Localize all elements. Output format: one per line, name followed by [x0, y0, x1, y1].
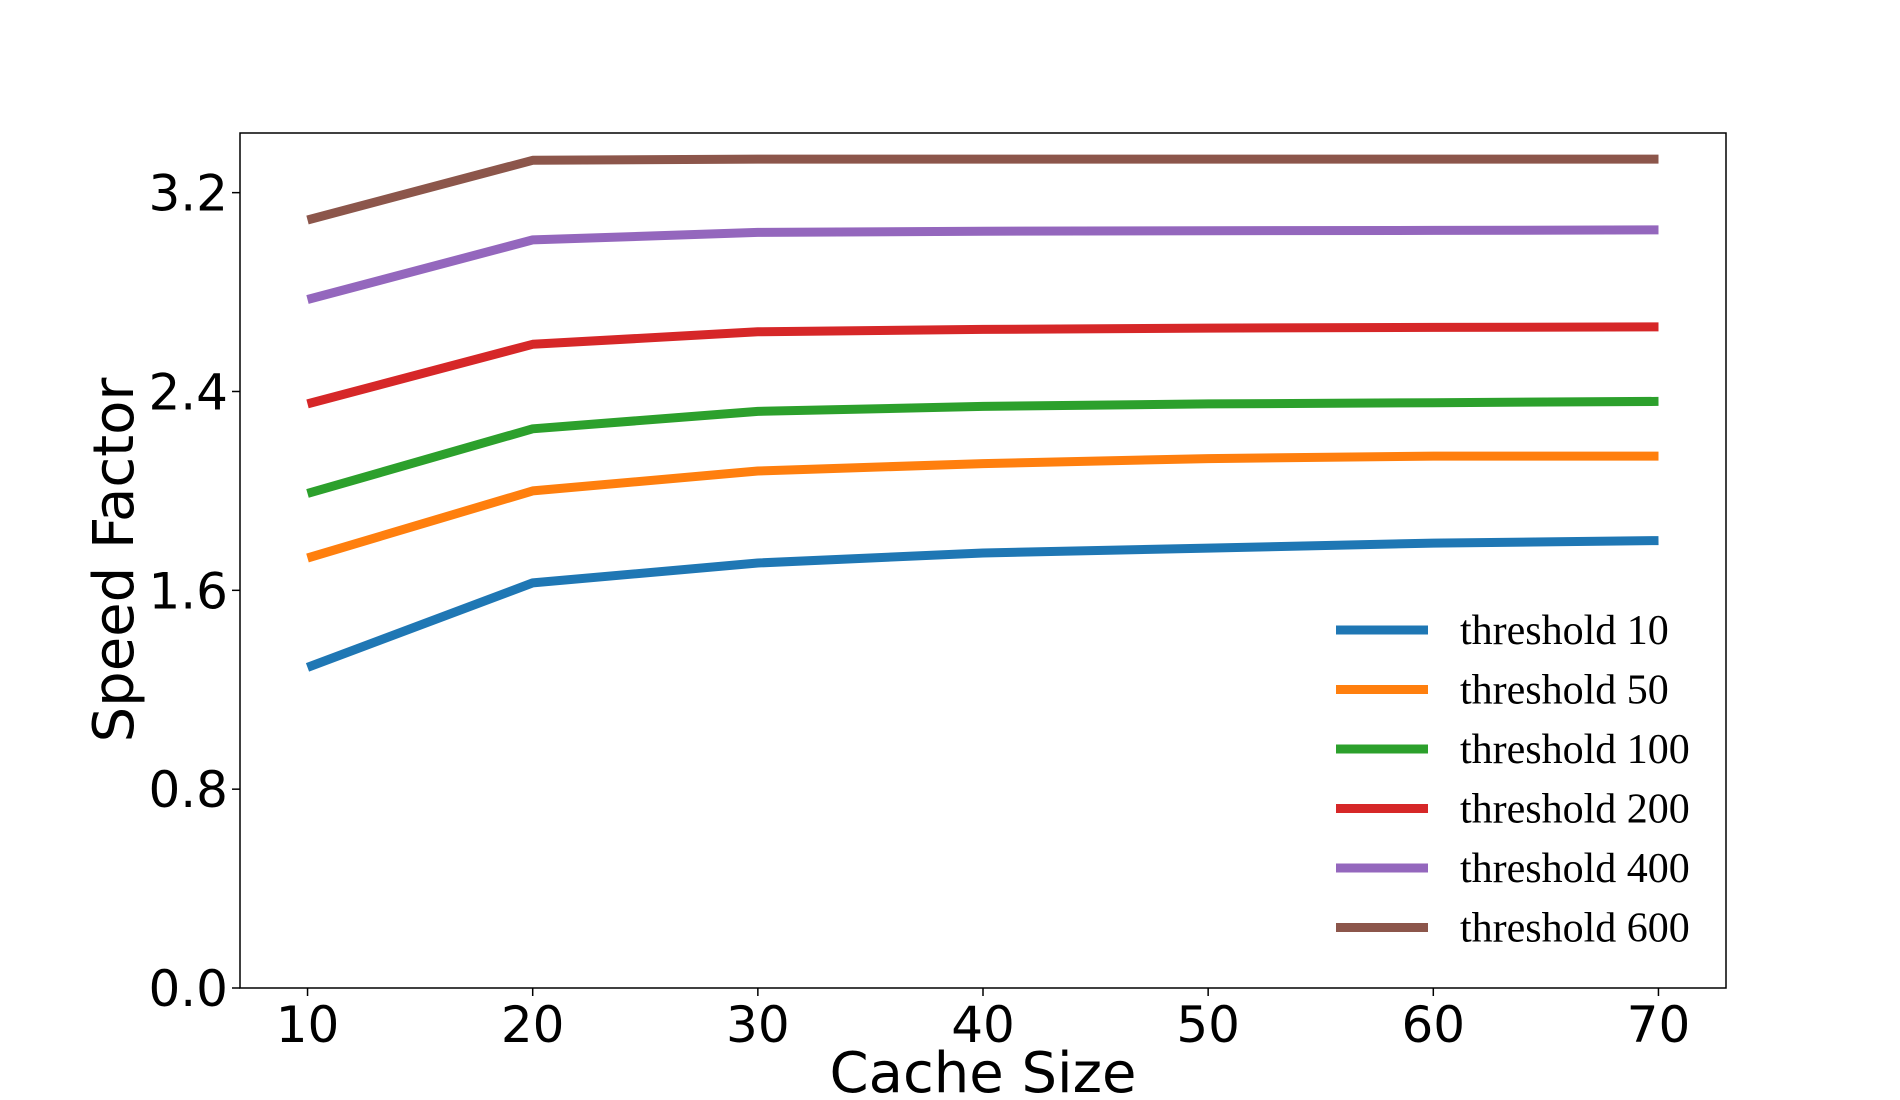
x-tick-label: 10	[276, 996, 340, 1054]
x-tick-label: 70	[1627, 996, 1691, 1054]
series-line-threshold-100	[306, 396, 1659, 498]
x-tick-label: 40	[951, 996, 1015, 1054]
x-tick-label: 30	[726, 996, 790, 1054]
series-line-threshold-400	[306, 225, 1659, 304]
y-tick-label: 1.6	[148, 562, 228, 620]
x-tick-label: 60	[1401, 996, 1465, 1054]
series-line-threshold-10	[305, 536, 1659, 672]
series-line-threshold-50	[306, 451, 1659, 563]
legend-label-threshold-200: threshold 200	[1460, 787, 1690, 833]
y-tick-label: 3.2	[148, 165, 228, 223]
y-axis-label: Speed Factor	[82, 377, 147, 743]
series-line-threshold-200	[306, 322, 1659, 409]
y-tick-label: 0.0	[148, 960, 228, 1018]
legend-label-threshold-400: threshold 400	[1460, 846, 1690, 892]
x-tick-label: 50	[1176, 996, 1240, 1054]
axis-ticks: 10 20 30 40 50 60 70 0.0 0.8 1.6 2.4 3.2	[148, 165, 1690, 1054]
series-lines	[305, 154, 1659, 672]
legend-label-threshold-10: threshold 10	[1460, 608, 1669, 654]
x-tick-label: 20	[501, 996, 565, 1054]
y-tick-label: 0.8	[148, 761, 228, 819]
y-tick-label: 2.4	[148, 363, 228, 421]
legend: threshold 10 threshold 50 threshold 100 thr…	[1336, 608, 1690, 952]
x-axis-label: Cache Size	[830, 1041, 1137, 1100]
legend-label-threshold-100: threshold 100	[1460, 727, 1690, 773]
legend-label-threshold-50: threshold 50	[1460, 668, 1669, 714]
legend-label-threshold-600: threshold 600	[1460, 906, 1690, 952]
series-line-threshold-600	[306, 154, 1659, 225]
